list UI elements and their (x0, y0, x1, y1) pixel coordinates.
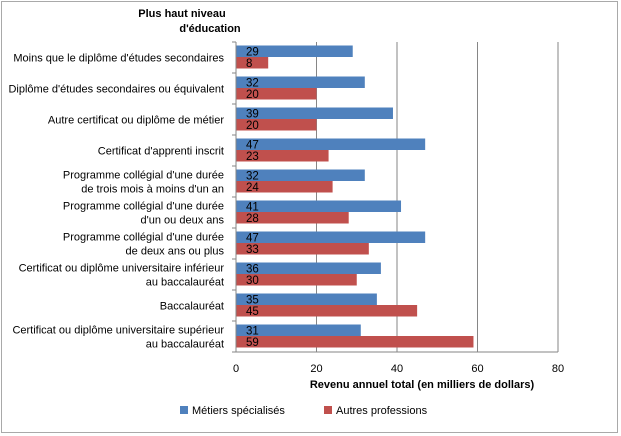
bar-metiers-3 (236, 138, 426, 150)
x-tick-label-40: 40 (391, 363, 403, 375)
category-label-1: Diplôme d'études secondaires ou équivale… (8, 84, 224, 96)
legend-label-autres: Autres professions (336, 405, 428, 417)
category-label-8: Baccalauréat (160, 301, 224, 313)
x-tick-label-0: 0 (233, 363, 239, 375)
bar-metiers-2 (236, 107, 393, 119)
bar-metiers-8 (236, 293, 377, 305)
data-label-metiers-3: 47 (246, 139, 259, 151)
bar-metiers-6 (236, 231, 426, 243)
category-label-4-line-0: Programme collégial d'une durée (63, 170, 224, 182)
category-label-6-line-0: Programme collégial d'une durée (63, 232, 224, 244)
category-axis-title-line-1: d'éducation (179, 23, 241, 35)
data-label-autres-4: 24 (246, 182, 259, 194)
x-tick-label-60: 60 (471, 363, 483, 375)
data-label-metiers-5: 41 (246, 201, 259, 213)
bar-autres-1 (236, 88, 317, 100)
bar-autres-7 (236, 274, 357, 286)
x-tick-label-20: 20 (310, 363, 322, 375)
category-label-9-line-0: Certificat ou diplôme universitaire supé… (12, 325, 224, 337)
legend-swatch-autres (324, 406, 332, 414)
data-label-autres-5: 28 (246, 213, 259, 225)
bar-autres-5 (236, 212, 349, 224)
bar-autres-8 (236, 305, 418, 317)
legend-label-metiers: Métiers spécialisés (192, 405, 285, 417)
data-label-autres-9: 59 (246, 337, 259, 349)
bar-autres-4 (236, 181, 333, 193)
bar-metiers-7 (236, 262, 381, 274)
category-label-5-line-1: d'un ou deux ans (141, 215, 225, 227)
bar-metiers-9 (236, 324, 361, 336)
data-label-metiers-9: 31 (246, 325, 259, 337)
bar-autres-6 (236, 243, 369, 255)
x-axis-title: Revenu annuel total (en milliers de doll… (310, 379, 535, 391)
data-label-autres-8: 45 (246, 306, 259, 318)
category-label-5-line-0: Programme collégial d'une durée (63, 201, 224, 213)
bar-metiers-1 (236, 76, 365, 88)
bar-autres-3 (236, 150, 329, 162)
data-label-metiers-8: 35 (246, 294, 259, 306)
data-label-metiers-0: 29 (246, 46, 259, 58)
data-label-autres-3: 23 (246, 151, 259, 163)
legend-swatch-metiers (180, 406, 188, 414)
data-label-autres-2: 20 (246, 120, 259, 132)
bar-metiers-4 (236, 169, 365, 181)
data-label-metiers-4: 32 (246, 170, 259, 182)
category-label-3: Certificat d'apprenti inscrit (98, 146, 224, 158)
category-label-6-line-1: de deux ans ou plus (126, 246, 225, 258)
data-label-metiers-1: 32 (246, 77, 259, 89)
data-label-metiers-2: 39 (246, 108, 259, 120)
category-axis-title-line-0: Plus haut niveau (138, 8, 225, 20)
bar-metiers-0 (236, 45, 353, 57)
category-label-0: Moins que le diplôme d'études secondaire… (13, 53, 224, 65)
data-label-autres-1: 20 (246, 89, 259, 101)
x-tick-label-80: 80 (552, 363, 564, 375)
data-label-autres-0: 8 (246, 58, 252, 70)
data-label-autres-7: 30 (246, 275, 259, 287)
data-label-autres-6: 33 (246, 244, 259, 256)
bar-autres-2 (236, 119, 317, 131)
bar-metiers-5 (236, 200, 402, 212)
category-label-7-line-0: Certificat ou diplôme universitaire infé… (19, 263, 225, 275)
category-label-7-line-1: au baccalauréat (146, 277, 224, 289)
data-label-metiers-7: 36 (246, 263, 259, 275)
bar-autres-0 (236, 57, 269, 69)
category-label-2: Autre certificat ou diplôme de métier (48, 115, 224, 127)
category-label-9-line-1: au baccalauréat (146, 339, 224, 351)
data-label-metiers-6: 47 (246, 232, 259, 244)
bar-autres-9 (236, 336, 474, 348)
category-label-4-line-1: de trois mois à moins d'un an (81, 184, 224, 196)
